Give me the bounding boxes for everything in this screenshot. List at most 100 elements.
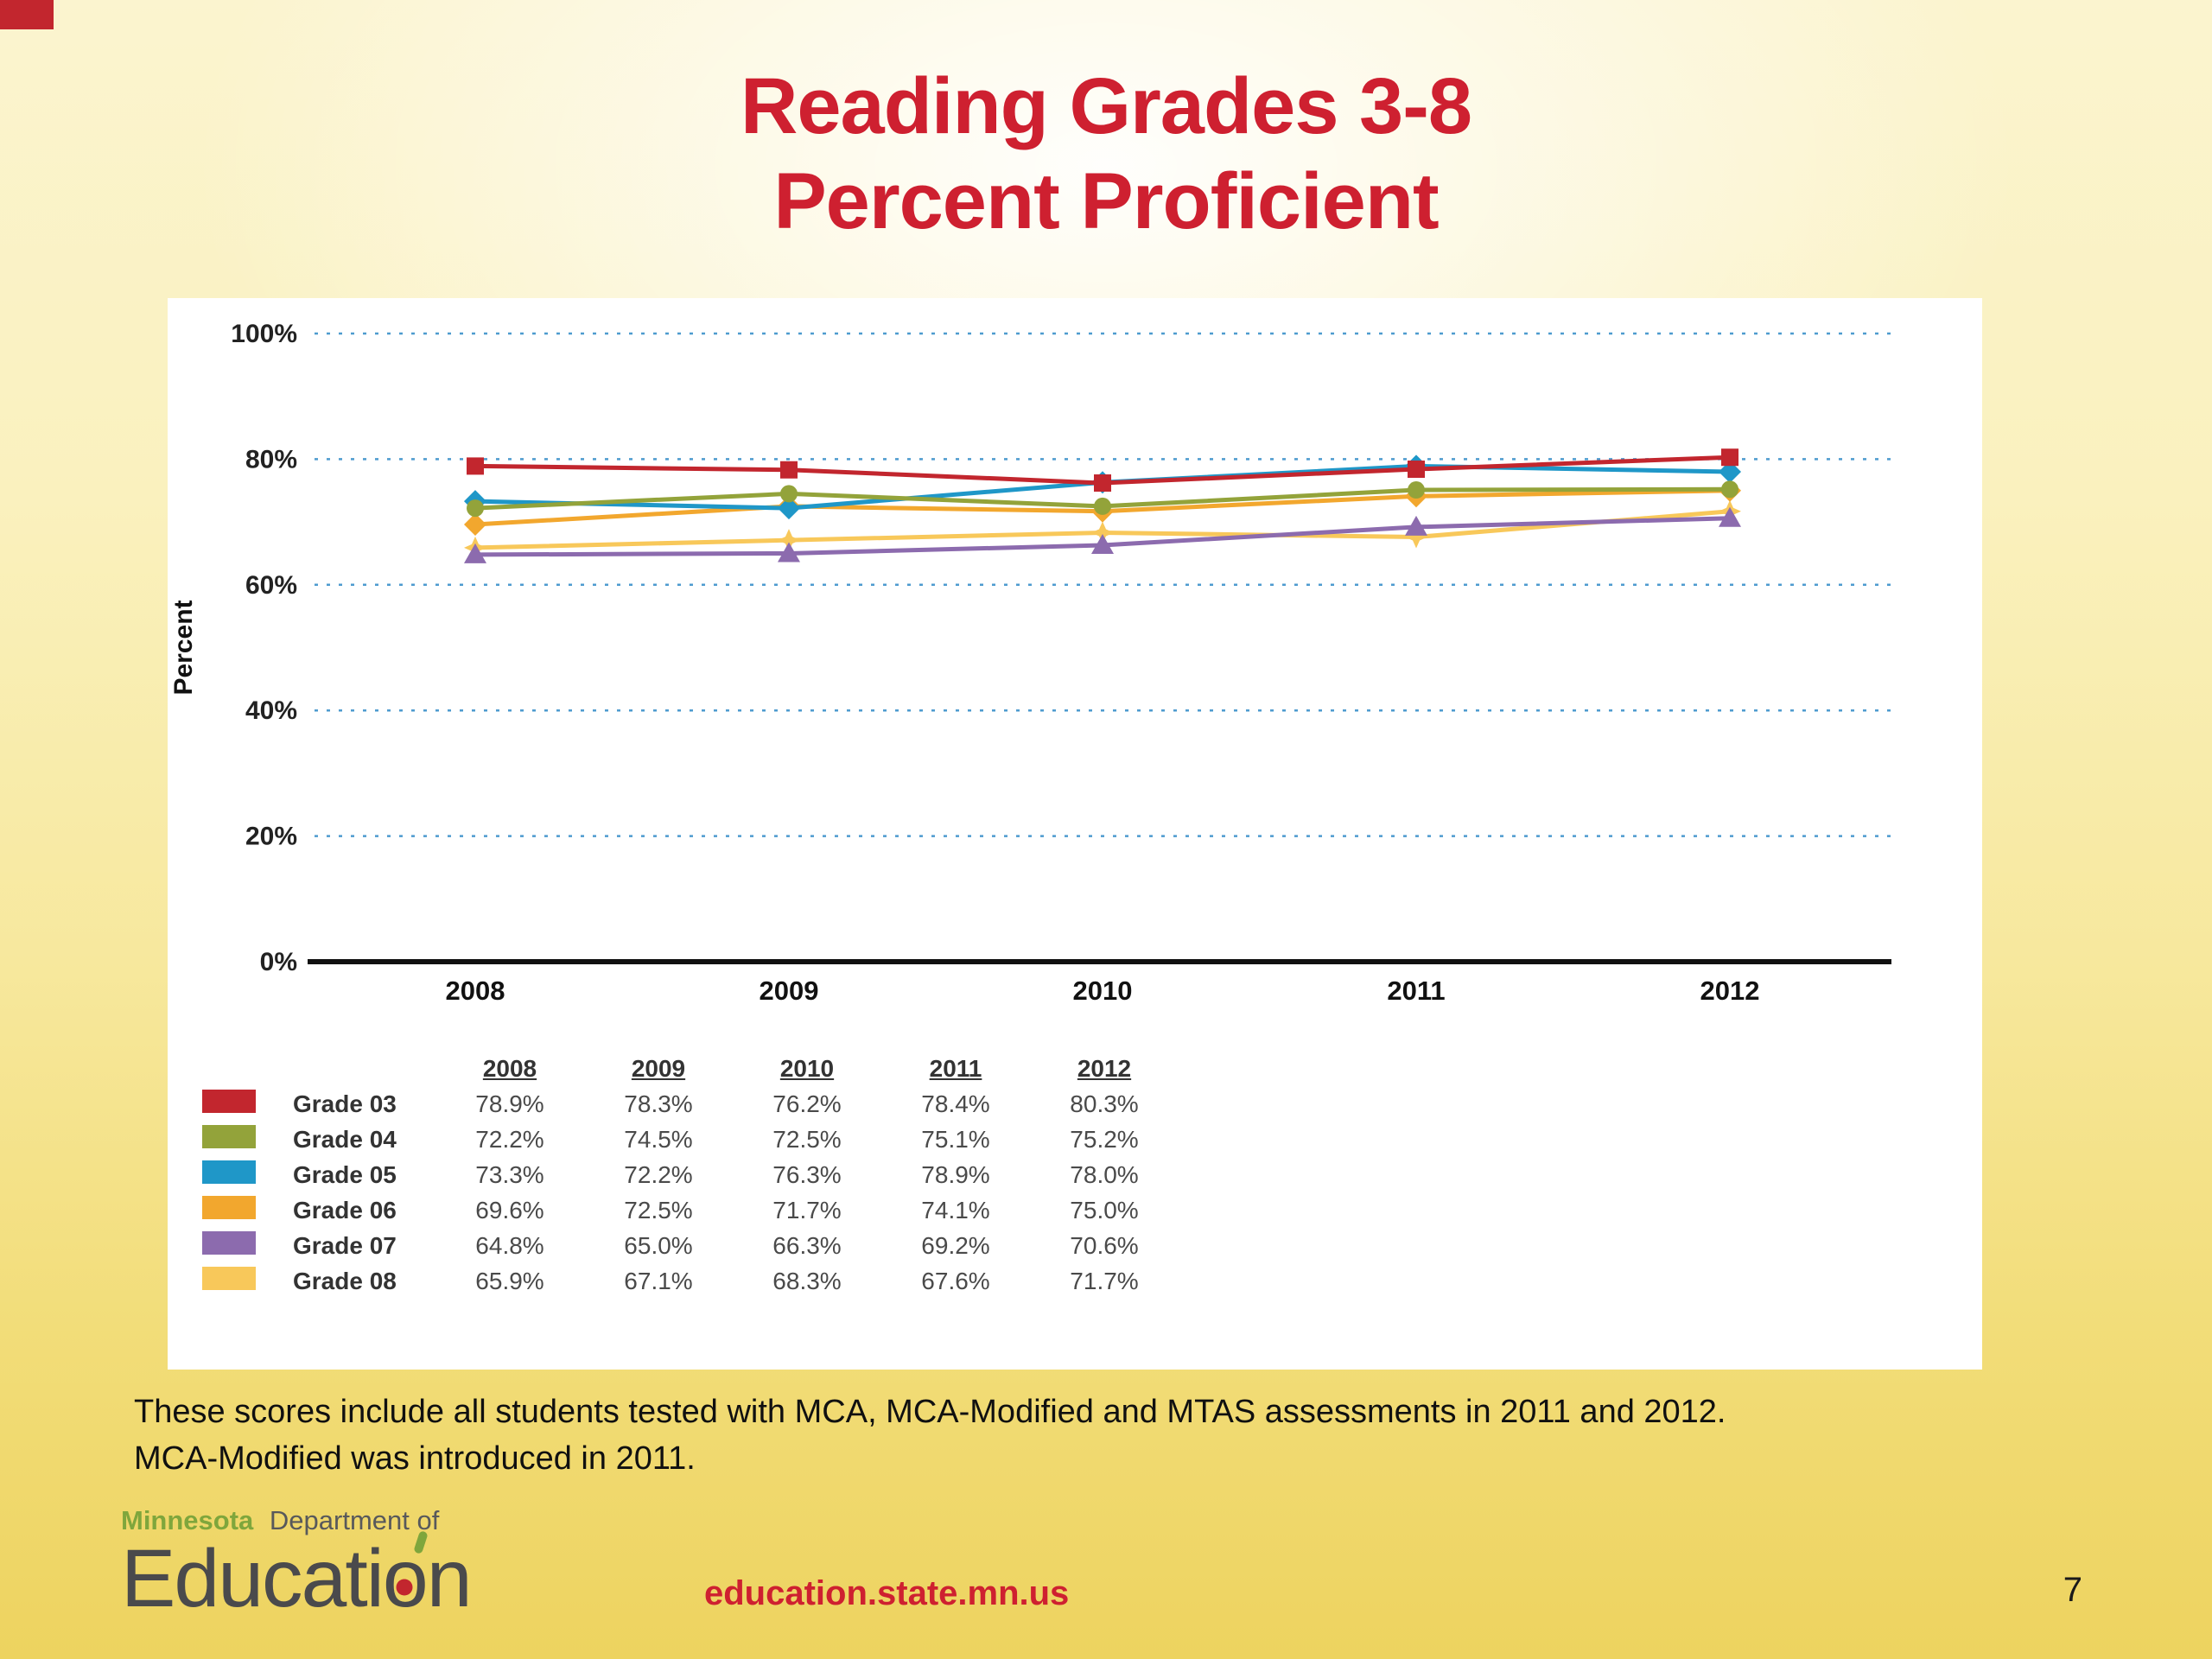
data-point-marker [467,457,484,475]
data-point-marker [780,461,798,479]
legend-value: 65.0% [624,1231,693,1259]
y-tick-label: 0% [260,948,297,976]
legend-label: Grade 08 [293,1267,397,1294]
y-tick-label: 100% [231,320,297,348]
legend-value: 71.7% [772,1196,842,1224]
legend-row: Grade 08 65.9% 67.1% 68.3% 67.6% 71.7% [202,1263,1179,1299]
legend-label: Grade 06 [293,1196,397,1224]
footnote: These scores include all students tested… [134,1389,2087,1483]
logo-department-text: Department of [269,1505,440,1535]
y-axis-title: Percent [169,600,198,695]
data-point-marker [778,542,800,563]
legend-row: Grade 06 69.6% 72.5% 71.7% 74.1% 75.0% [202,1192,1179,1228]
legend-value: 67.6% [921,1267,990,1294]
legend-year-header: 2009 [631,1055,686,1082]
legend-value: 64.8% [475,1231,544,1259]
data-point-marker [1721,480,1738,499]
data-point-marker [1408,481,1425,499]
data-point-marker [1091,521,1114,544]
data-point-marker [1719,506,1741,527]
y-tick-label: 20% [245,823,297,851]
legend-value: 72.2% [624,1160,693,1188]
legend-value: 76.2% [772,1090,842,1117]
legend-value: 75.1% [921,1125,990,1153]
data-point-marker [1405,515,1427,536]
legend-value: 70.6% [1070,1231,1139,1259]
data-point-marker [1408,461,1425,479]
legend-label: Grade 07 [293,1231,397,1259]
legend-year-header: 2011 [929,1055,982,1082]
legend-value: 73.3% [475,1160,544,1188]
data-point-marker [467,499,484,518]
y-tick-label: 60% [245,571,297,600]
legend-value: 78.0% [1070,1160,1139,1188]
legend-value: 80.3% [1070,1090,1139,1117]
x-tick-label: 2010 [1073,976,1133,1006]
legend-value: 74.1% [921,1196,990,1224]
legend-table: 2008 2009 2010 2011 2012 Grade 03 78.9% 78.3% 76… [202,1052,1179,1299]
wordmark-styled-o: o [383,1530,429,1620]
legend-label: Grade 04 [293,1125,397,1153]
data-point-marker [778,529,800,552]
legend-label: Grade 03 [293,1090,397,1117]
y-tick-label: 40% [245,696,297,725]
legend-value: 66.3% [772,1231,842,1259]
logo-minnesota-text: Minnesota [121,1505,254,1535]
legend-value: 76.3% [772,1160,842,1188]
mde-logo: Minnesota Department of Education [121,1505,473,1620]
legend-row: Grade 05 73.3% 72.2% 76.3% 78.9% 78.0% [202,1157,1179,1192]
x-tick-label: 2008 [446,976,505,1006]
title-line-1: Reading Grades 3-8 [740,62,1472,150]
logo-red-dot-icon [396,1579,413,1596]
legend-label: Grade 05 [293,1160,397,1188]
wordmark-right: n [426,1533,473,1624]
legend-value: 72.2% [475,1125,544,1153]
footnote-line-2: MCA-Modified was introduced in 2011. [134,1440,696,1477]
legend-value: 74.5% [624,1125,693,1153]
data-point-marker [1405,525,1427,549]
legend-value: 65.9% [475,1267,544,1294]
legend-year-header: 2012 [1077,1055,1132,1082]
legend-value: 78.3% [624,1090,693,1117]
legend-row: Grade 04 72.2% 74.5% 72.5% 75.1% 75.2% [202,1122,1179,1157]
legend-swatch [202,1230,256,1255]
legend-year-header: 2008 [482,1055,537,1082]
legend-swatch [202,1124,256,1148]
x-tick-label: 2012 [1700,976,1760,1006]
legend-value: 68.3% [772,1267,842,1294]
data-point-marker [1094,497,1111,515]
data-point-marker [464,543,486,563]
legend-value: 78.9% [921,1160,990,1188]
education-wordmark: Education [121,1530,473,1620]
data-point-marker [1094,474,1111,493]
footnote-line-1: These scores include all students tested… [134,1394,1726,1430]
legend-swatch [202,1266,256,1290]
slide-title: Reading Grades 3-8 Percent Proficient [0,59,2212,250]
x-tick-label: 2009 [760,976,819,1006]
legend-value: 72.5% [772,1125,842,1153]
wordmark-left: Educati [121,1533,385,1624]
legend-value: 78.9% [475,1090,544,1117]
legend-swatch [202,1160,256,1184]
legend-year-header: 2010 [779,1055,835,1082]
title-line-2: Percent Proficient [773,157,1439,246]
chart-panel: 0% 20% 40% 60% 80% 100% 2008 2009 2010 2011 2012 Pe… [168,298,1982,1370]
corner-accent [0,0,54,29]
data-point-marker [1721,448,1738,467]
data-point-marker [778,497,800,520]
footer-url: education.state.mn.us [704,1574,1070,1612]
legend-row: Grade 07 64.8% 65.0% 66.3% 69.2% 70.6% [202,1228,1179,1263]
legend-row: Grade 03 78.9% 78.3% 76.2% 78.4% 80.3% [202,1086,1179,1122]
legend-header-row: 2008 2009 2010 2011 2012 [202,1052,1179,1086]
legend-value: 71.7% [1070,1267,1139,1294]
legend-value: 75.2% [1070,1125,1139,1153]
x-tick-label: 2011 [1387,976,1445,1006]
legend-value: 69.6% [475,1196,544,1224]
legend-value: 69.2% [921,1231,990,1259]
page-number: 7 [2063,1571,2082,1609]
legend-value: 75.0% [1070,1196,1139,1224]
legend-value: 78.4% [921,1090,990,1117]
data-point-marker [1719,460,1741,483]
logo-top-line: Minnesota Department of [121,1505,471,1536]
proficiency-line-chart: 0% 20% 40% 60% 80% 100% 2008 2009 2010 2011 2012 Pe… [169,320,1891,1006]
